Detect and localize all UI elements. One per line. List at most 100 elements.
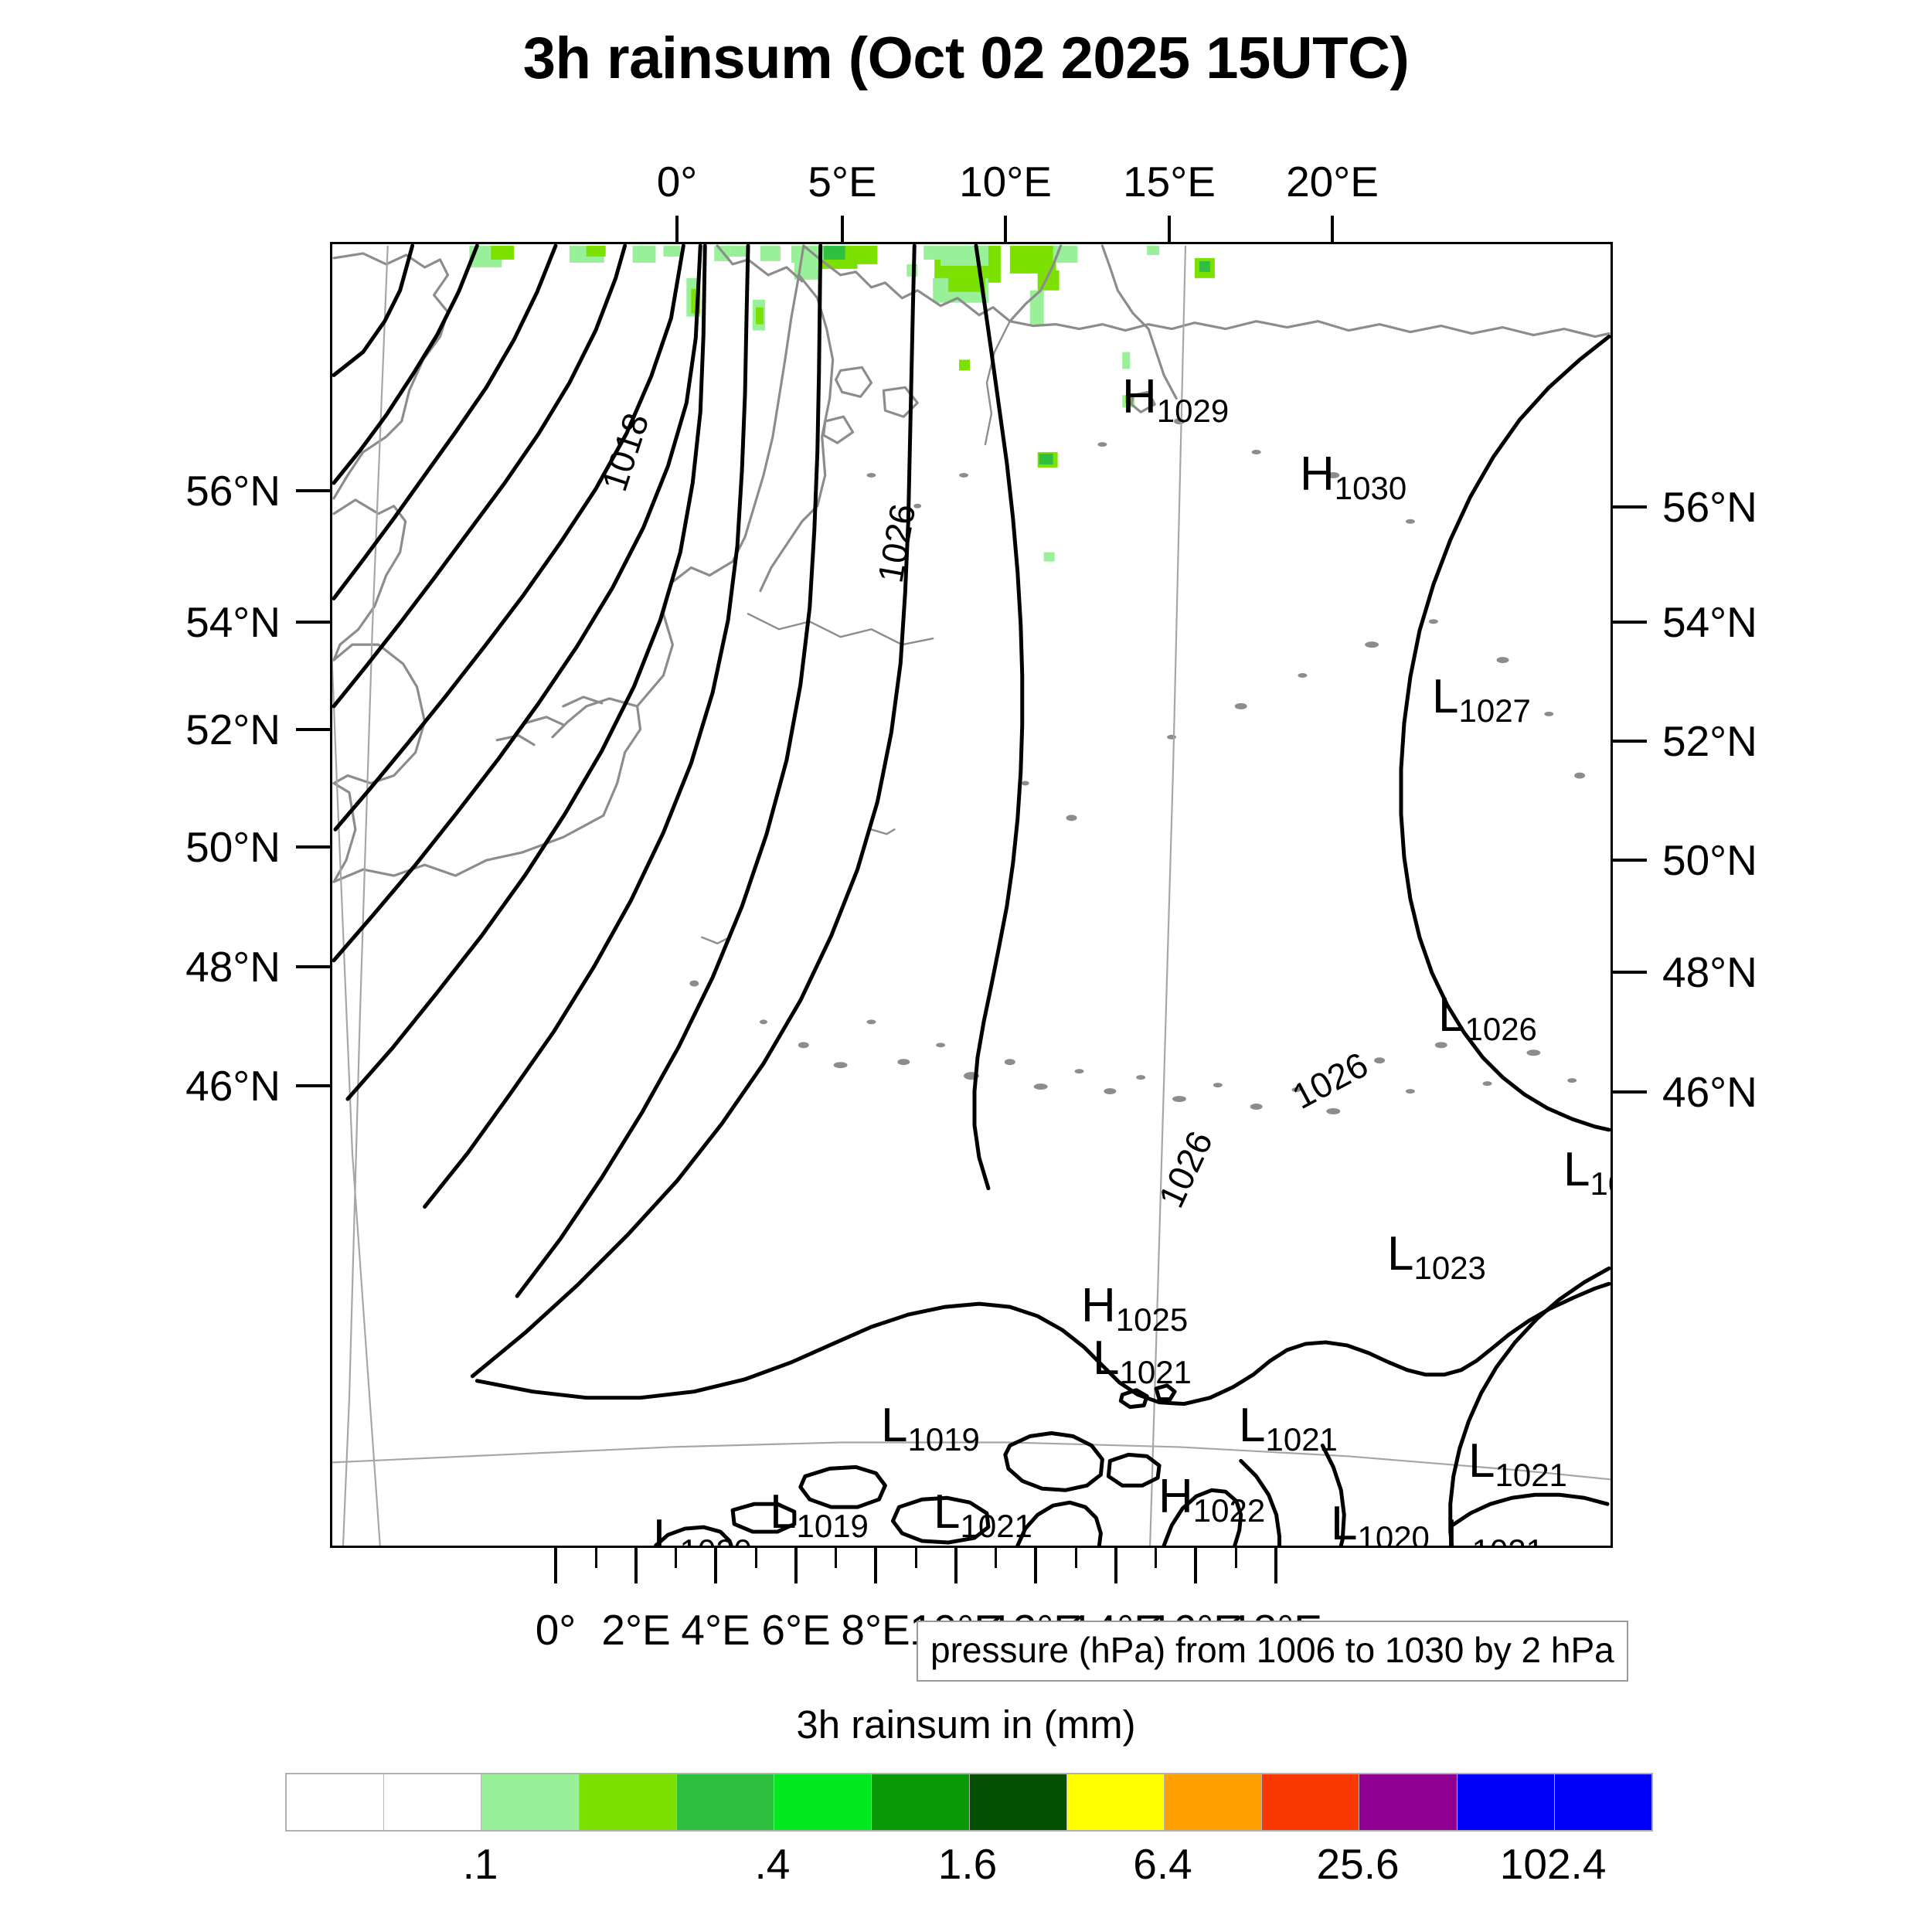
axis-tick — [1114, 1548, 1117, 1583]
pressure-centre-l-10: L1021 — [1468, 1434, 1567, 1492]
axis-label-top-3: 15°E — [1123, 158, 1216, 206]
axis-tick — [714, 1548, 717, 1583]
pressure-centre-value: 1029 — [1156, 393, 1230, 429]
pressure-centre-l-5: L1023 — [1387, 1230, 1486, 1284]
axis-tick — [296, 845, 330, 849]
colorbar-cell-0[interactable] — [287, 1774, 385, 1830]
pressure-centre-value: 1026 — [1464, 1011, 1537, 1047]
pressure-centre-value: 1023 — [1413, 1250, 1486, 1286]
axis-tick — [554, 1548, 557, 1583]
axis-label-top-0: 0° — [656, 158, 698, 206]
axis-tick — [1274, 1548, 1277, 1583]
pressure-centre-value: 1021 — [1265, 1421, 1338, 1458]
axis-label-right-3: 50°N — [1662, 836, 1757, 884]
pressure-legend: pressure (hPa) from 1006 to 1030 by 2 hP… — [917, 1621, 1628, 1682]
axis-tick — [835, 1548, 837, 1568]
axis-label-right-1: 54°N — [1662, 598, 1757, 646]
axis-tick — [1004, 216, 1007, 242]
colorbar-caption: 3h rainsum in (mm) — [796, 1702, 1136, 1747]
axis-label-bottom-3: 6°E — [761, 1606, 831, 1654]
graticule-layer — [332, 245, 1611, 1546]
colorbar-cell-13[interactable] — [1554, 1774, 1652, 1830]
pressure-centre-l-12: L1021 — [934, 1485, 1032, 1543]
axis-tick — [995, 1548, 997, 1568]
axis-label-right-0: 56°N — [1662, 483, 1757, 531]
pressure-centre-value: 1022 — [1192, 1492, 1266, 1529]
isobar-1018 — [332, 244, 702, 963]
colorbar-cell-5[interactable] — [774, 1774, 872, 1830]
colorbar-cell-9[interactable] — [1164, 1774, 1263, 1830]
pressure-centre-value: 1021 — [1495, 1457, 1567, 1493]
colorbar-cell-12[interactable] — [1457, 1774, 1555, 1830]
pressure-centre-l-16: L1021 — [1445, 1513, 1544, 1546]
pressure-centre-kind: L — [653, 1510, 680, 1548]
terrain-speckles — [689, 418, 1586, 1114]
pressure-centre-kind: H — [1122, 370, 1157, 423]
axis-tick — [1613, 1090, 1647, 1094]
axis-tick — [1613, 505, 1647, 509]
axis-tick — [675, 1548, 677, 1568]
axis-tick — [296, 621, 330, 624]
pressure-centre-l-15: L1020 — [653, 1510, 752, 1548]
axis-tick — [794, 1548, 798, 1583]
pressure-centre-value: 1030 — [1334, 470, 1407, 506]
axis-label-top-2: 10°E — [959, 158, 1052, 206]
pressure-centre-kind: L — [1438, 988, 1465, 1042]
axis-label-left-3: 50°N — [185, 823, 281, 871]
axis-tick — [1613, 859, 1647, 862]
axis-tick — [675, 216, 679, 242]
map-plot-area[interactable]: H1029H1030L1027L1026L10L1023H1025L1021L1… — [330, 242, 1613, 1548]
pressure-centre-kind: H — [1081, 1279, 1116, 1332]
pressure-centre-kind: L — [934, 1485, 961, 1539]
pressure-centre-kind: H — [1300, 447, 1335, 501]
colorbar-tick-0: .1 — [462, 1840, 498, 1888]
colorbar-tick-labels: .1 .4 1.6 6.4 25.6 102.4 — [285, 1839, 1650, 1893]
axis-label-right-2: 52°N — [1662, 717, 1757, 765]
pressure-centre-l-7: L1021 — [1093, 1332, 1192, 1389]
axis-label-top-4: 20°E — [1286, 158, 1379, 206]
axis-tick — [1613, 621, 1647, 624]
axis-tick — [954, 1548, 957, 1583]
pressure-centre-l-4: L10 — [1563, 1146, 1611, 1200]
axis-tick — [594, 1548, 597, 1568]
axis-label-left-1: 54°N — [185, 598, 281, 646]
axis-label-left-5: 46°N — [185, 1062, 281, 1110]
pressure-centre-l-11: L1019 — [770, 1488, 869, 1543]
pressure-centre-h-6: H1025 — [1081, 1279, 1188, 1336]
colorbar-tick-4: 25.6 — [1316, 1840, 1400, 1888]
axis-tick — [1034, 1548, 1037, 1583]
axis-label-bottom-2: 4°E — [681, 1606, 750, 1654]
colorbar[interactable] — [285, 1773, 1653, 1832]
axis-label-right-4: 48°N — [1662, 948, 1757, 996]
colorbar-cell-3[interactable] — [579, 1774, 677, 1830]
pressure-centre-value: 1021 — [1119, 1354, 1192, 1390]
page-title: 3h rainsum (Oct 02 2025 15UTC) — [522, 26, 1410, 91]
colorbar-cell-4[interactable] — [676, 1774, 775, 1830]
colorbar-cell-10[interactable] — [1262, 1774, 1360, 1830]
pressure-centre-kind: L — [881, 1399, 908, 1452]
pressure-centre-value: 1019 — [907, 1421, 980, 1458]
pressure-centre-value: 1021 — [1471, 1532, 1543, 1546]
colorbar-cell-2[interactable] — [481, 1774, 580, 1830]
colorbar-cell-8[interactable] — [1066, 1774, 1165, 1830]
pressure-centre-h-13: H1022 — [1158, 1473, 1265, 1527]
axis-label-bottom-0: 0° — [535, 1606, 577, 1654]
pressure-centre-l-8: L1019 — [881, 1399, 980, 1456]
colorbar-cell-6[interactable] — [872, 1774, 970, 1830]
isobar-layer — [332, 244, 1611, 1546]
pressure-centre-l-2: L1027 — [1432, 670, 1531, 727]
pressure-centre-kind: L — [1093, 1332, 1120, 1385]
pressure-centre-kind: L — [1468, 1434, 1495, 1488]
pressure-centre-kind: L — [1432, 670, 1459, 723]
pressure-centre-value: 1025 — [1115, 1301, 1189, 1338]
colorbar-cell-11[interactable] — [1359, 1774, 1458, 1830]
pressure-centre-kind: L — [1331, 1497, 1358, 1548]
colorbar-tick-3: 6.4 — [1133, 1840, 1192, 1888]
axis-tick — [296, 1084, 330, 1087]
axis-tick — [1234, 1548, 1237, 1568]
isobar-1026-west — [470, 244, 917, 1379]
precipitation-layer — [469, 245, 1215, 562]
colorbar-cell-7[interactable] — [969, 1774, 1067, 1830]
axis-label-left-4: 48°N — [185, 943, 281, 991]
colorbar-cell-1[interactable] — [384, 1774, 482, 1830]
